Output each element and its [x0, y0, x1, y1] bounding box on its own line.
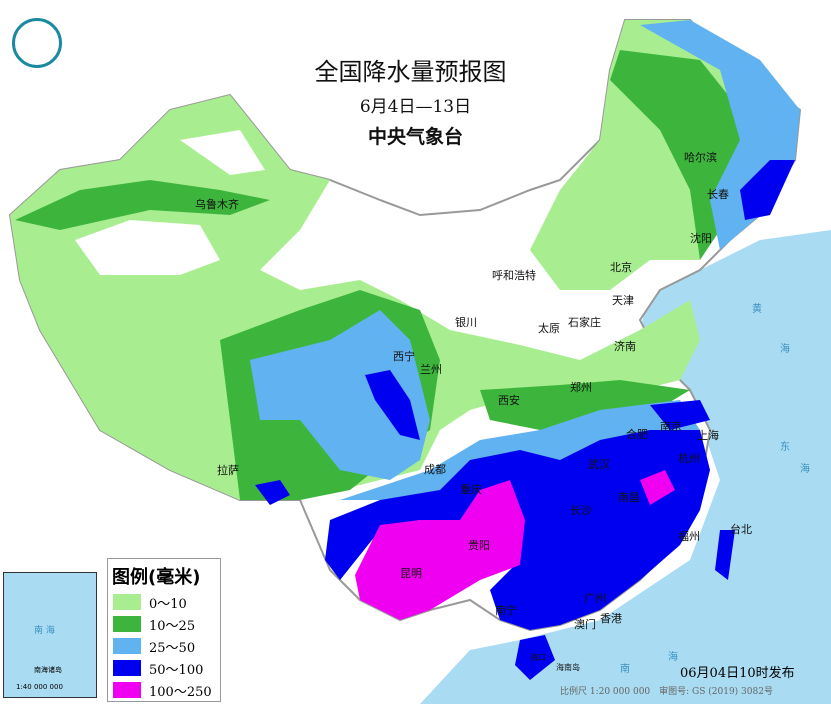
city-label: 重庆 [460, 483, 482, 496]
city-label: 石家庄 [568, 316, 601, 329]
city-label: 长沙 [570, 504, 592, 517]
city-label: 西安 [498, 394, 520, 407]
city-label: 南京 [660, 420, 682, 433]
city-label: 贵阳 [468, 539, 490, 552]
inset-label: 南海诸岛 [34, 666, 62, 674]
legend-item: 10～25 [113, 613, 220, 635]
city-label: 合肥 [626, 428, 648, 441]
city-label: 武汉 [588, 458, 610, 471]
legend-item: 100～250 [113, 679, 220, 701]
date-range: 6月4日—13日 [359, 97, 472, 117]
city-label: 南宁 [495, 604, 517, 617]
city-label: 乌鲁木齐 [195, 198, 239, 211]
legend-label: 10～25 [149, 618, 196, 634]
city-label: 北京 [610, 261, 632, 274]
city-label: 南昌 [618, 491, 640, 504]
legend-label: 0～10 [149, 596, 187, 612]
ocean [420, 230, 831, 704]
city-label: 兰州 [420, 363, 442, 376]
region-100-250 [355, 470, 675, 620]
sea-label: 海 [780, 344, 790, 355]
issuer: 中央气象台 [367, 126, 463, 148]
scale-note: 比例尺 1:20 000 000 审图号: GS (2019) 3082号 [560, 687, 773, 697]
city-label: 福州 [678, 530, 700, 543]
sea-label: 东 [780, 442, 790, 453]
legend-label: 50～100 [149, 662, 204, 678]
city-label: 拉萨 [217, 464, 239, 477]
city-label: 呼和浩特 [492, 269, 536, 282]
inset-scale: 1:40 000 000 [16, 683, 63, 691]
legend-swatch [113, 616, 141, 632]
city-label: 海口 [530, 653, 546, 662]
map-title: 全国降水量预报图 [314, 58, 507, 86]
sea-label: 黄 [752, 304, 762, 315]
city-label: 哈尔滨 [684, 151, 717, 164]
city-label: 上海 [697, 429, 719, 442]
city-label: 昆明 [400, 567, 422, 580]
city-label: 长春 [707, 188, 729, 201]
legend-swatch [113, 638, 141, 654]
legend-swatch [113, 682, 141, 698]
city-label: 银川 [455, 316, 477, 329]
region-10-25 [15, 50, 740, 500]
city-label: 澳门 [574, 618, 596, 631]
sea-label: 海 [800, 464, 810, 475]
city-label: 西宁 [393, 350, 415, 363]
city-label: 台北 [730, 523, 752, 536]
region-50-100 [255, 160, 795, 680]
inset-sea-label: 南 海 [34, 626, 55, 636]
legend-swatch [113, 594, 141, 610]
city-label: 香港 [600, 612, 622, 625]
city-label: 成都 [424, 463, 446, 476]
sea-label: 海 [668, 652, 678, 663]
city-label: 广州 [584, 592, 606, 605]
city-label: 太原 [538, 322, 560, 335]
city-label: 杭州 [678, 452, 700, 465]
legend: 图例(毫米) 0～10 10～25 25～50 50～100 100～250 [107, 558, 221, 702]
south-china-sea-inset: 南 海 南海诸岛 1:40 000 000 [3, 572, 97, 698]
sea-label: 南 [620, 664, 630, 675]
legend-label: 25～50 [149, 640, 196, 656]
legend-title: 图例(毫米) [112, 567, 201, 588]
city-label: 郑州 [570, 381, 592, 394]
legend-swatch [113, 660, 141, 676]
city-label: 济南 [614, 340, 636, 353]
city-label: 海南岛 [556, 663, 580, 672]
city-label: 天津 [612, 294, 634, 307]
legend-item: 0～10 [113, 591, 220, 613]
legend-item: 25～50 [113, 635, 220, 657]
region-0-10-white [75, 130, 265, 275]
city-label: 沈阳 [690, 232, 712, 245]
cma-logo [12, 18, 62, 68]
publish-time: 06月04日10时发布 [680, 666, 795, 681]
legend-label: 100～250 [149, 684, 212, 700]
legend-item: 50～100 [113, 657, 220, 679]
